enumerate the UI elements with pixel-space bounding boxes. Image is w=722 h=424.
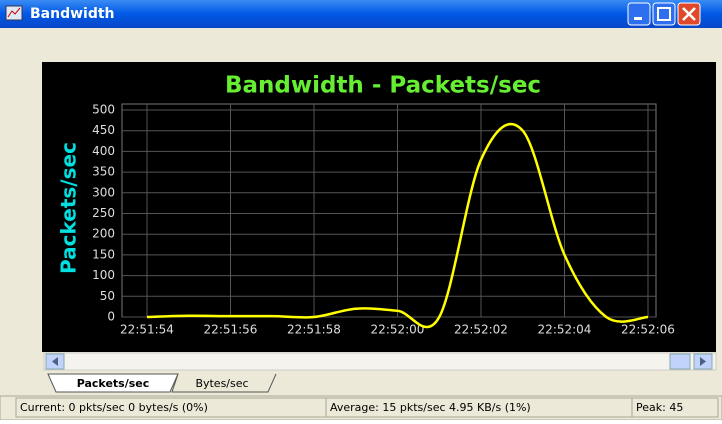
status-text: Average: 15 pkts/sec 4.95 KB/s (1%) (330, 401, 531, 414)
plot-area: 0 50 100 150 200 250 300 350 400 450 500 22:51:54 22… (92, 103, 675, 337)
y-tick-label: 500 (92, 103, 115, 117)
y-tick-label: 350 (92, 165, 115, 179)
maximize-icon (657, 7, 671, 21)
status-pane (631, 397, 719, 418)
y-tick-label: 200 (92, 227, 115, 241)
scrollbar[interactable] (43, 352, 717, 371)
scroll-thumb[interactable] (669, 353, 691, 370)
title-bar (0, 0, 722, 28)
close-icon (682, 7, 696, 21)
status-text: Current: 0 pkts/sec 0 bytes/s (0%) (20, 401, 208, 414)
y-tick-label: 100 (92, 268, 115, 282)
x-tick-label: 22:52:02 (454, 323, 508, 337)
x-tick-label: 22:52:04 (538, 323, 592, 337)
x-tick-label: 22:52:00 (371, 323, 425, 337)
y-tick-label: 400 (92, 144, 115, 158)
x-tick-label: 22:52:06 (621, 323, 675, 337)
app-icon-graph (7, 7, 21, 18)
y-tick-label: 50 (100, 289, 115, 303)
scroll-left-icon (52, 357, 58, 366)
minimize-icon (634, 17, 642, 20)
x-tick-label: 22:51:58 (287, 323, 341, 337)
scroll-right-icon (700, 357, 706, 366)
x-tick-label: 22:51:54 (120, 323, 174, 337)
y-axis-label: Packets/sec (57, 142, 81, 274)
maximize-button[interactable] (652, 2, 676, 26)
y-tick-label: 250 (92, 206, 115, 220)
y-tick-label: 150 (92, 247, 115, 261)
tab[interactable] (171, 373, 277, 393)
tab-label: Bytes/sec (195, 377, 248, 390)
chart-title: Bandwidth - Packets/sec (225, 73, 541, 99)
minimize-button[interactable] (627, 2, 651, 26)
y-tick-label: 0 (107, 310, 115, 324)
data-line (146, 123, 649, 329)
tab-active[interactable] (47, 373, 179, 393)
tab-label: Packets/sec (77, 377, 150, 390)
status-text: Peak: 45 (636, 401, 683, 414)
y-tick-label: 300 (92, 185, 115, 199)
y-tick-label: 450 (92, 123, 115, 137)
status-bar (0, 395, 722, 421)
window-title: Bandwidth (30, 6, 115, 22)
x-tick-label: 22:51:56 (204, 323, 258, 337)
